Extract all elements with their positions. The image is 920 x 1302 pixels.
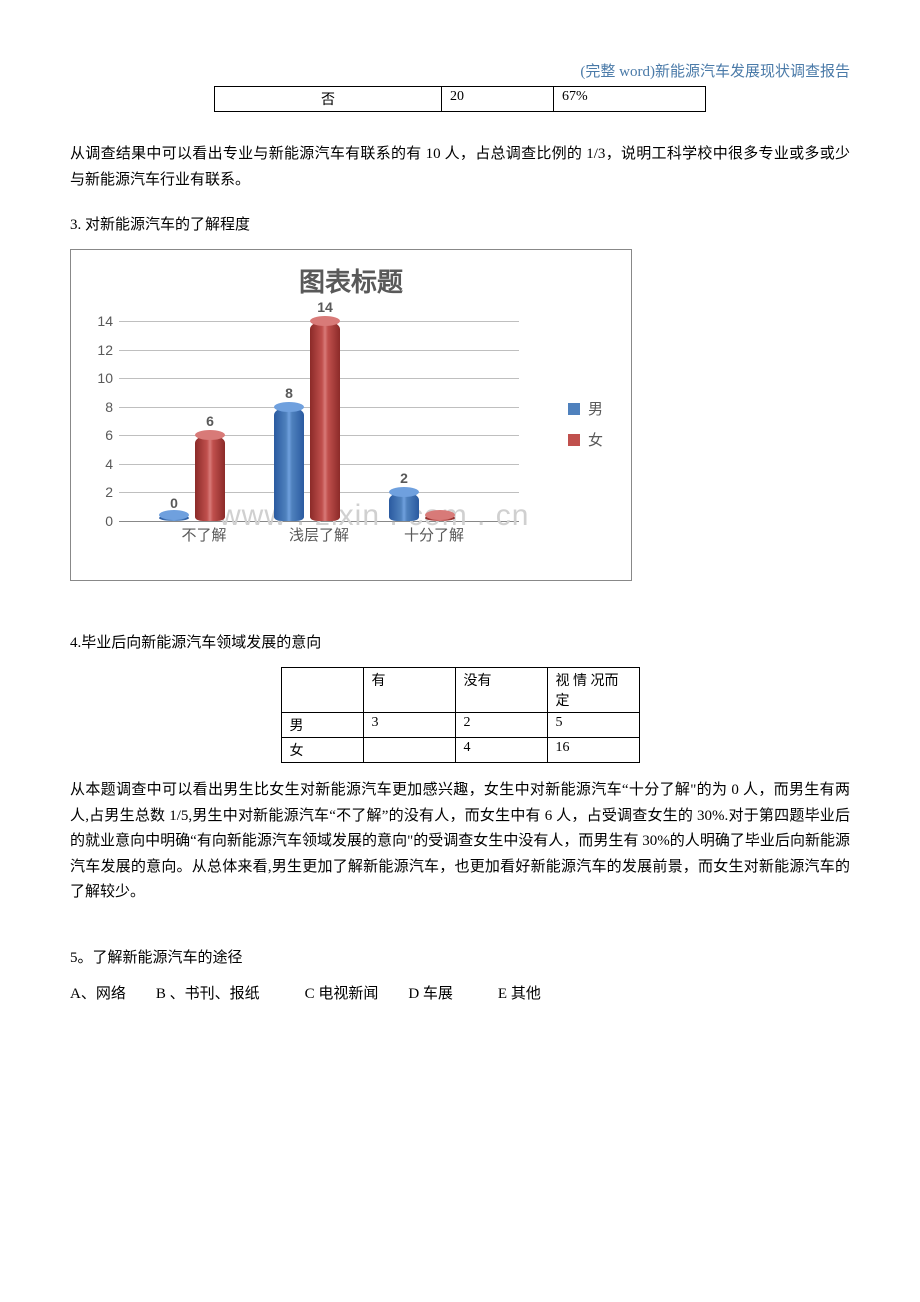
- chart-legend: 男 女: [568, 398, 603, 460]
- bar: [195, 435, 225, 521]
- document-page: (完整 word)新能源汽车发展现状调查报告 否 20 67% 从调查结果中可以…: [0, 0, 920, 1058]
- table-header-cell: 有: [363, 668, 455, 713]
- legend-swatch-male: [568, 403, 580, 415]
- legend-label-female: 女: [588, 429, 603, 450]
- bar-value-label: 2: [389, 470, 419, 486]
- options-list-5: A、网络 B 、书刊、报纸 C 电视新闻 D 车展 E 其他: [70, 982, 850, 1003]
- cell-count: 20: [442, 87, 554, 112]
- page-header: (完整 word)新能源汽车发展现状调查报告: [70, 60, 850, 81]
- paragraph-2: 从本题调查中可以看出男生比女生对新能源汽车更加感兴趣，女生中对新能源汽车“十分了…: [70, 778, 850, 906]
- y-axis-label: 6: [89, 427, 113, 443]
- section-3-title: 3. 对新能源汽车的了解程度: [70, 213, 850, 234]
- table-row: 有没有视 情 况而定: [281, 668, 639, 713]
- bar: [274, 407, 304, 521]
- y-axis-label: 14: [89, 313, 113, 329]
- top-summary-table: 否 20 67%: [214, 86, 706, 112]
- table-cell: [363, 738, 455, 763]
- table-header-cell: 没有: [455, 668, 547, 713]
- y-axis-label: 2: [89, 484, 113, 500]
- table-cell: 女: [281, 738, 363, 763]
- table-header-cell: 视 情 况而定: [547, 668, 639, 713]
- y-axis-label: 4: [89, 456, 113, 472]
- x-axis-label: 浅层了解: [264, 524, 374, 545]
- table-row: 男325: [281, 713, 639, 738]
- bar: [310, 321, 340, 521]
- bar-value-label: 8: [274, 385, 304, 401]
- y-axis-label: 12: [89, 342, 113, 358]
- table-header-cell: [281, 668, 363, 713]
- x-axis-label: 不了解: [149, 524, 259, 545]
- cell-label: 否: [215, 87, 442, 112]
- bar-value-label: 6: [195, 413, 225, 429]
- bar: [389, 492, 419, 521]
- chart-title: 图表标题: [79, 262, 623, 299]
- paragraph-1: 从调查结果中可以看出专业与新能源汽车有联系的有 10 人，占总调查比例的 1/3…: [70, 142, 850, 193]
- bar: [425, 515, 455, 521]
- table-cell: 2: [455, 713, 547, 738]
- plot-area: www . zixin . com . cn 0246810121406不了解8…: [119, 306, 519, 522]
- section-4-title: 4.毕业后向新能源汽车领域发展的意向: [70, 631, 850, 652]
- section-5-title: 5。了解新能源汽车的途径: [70, 946, 850, 967]
- table-cell: 男: [281, 713, 363, 738]
- y-axis-label: 10: [89, 370, 113, 386]
- table-cell: 3: [363, 713, 455, 738]
- table-cell: 16: [547, 738, 639, 763]
- bar: [159, 515, 189, 521]
- x-axis-label: 十分了解: [379, 524, 489, 545]
- intention-table: 有没有视 情 况而定男325女416: [281, 667, 640, 763]
- y-axis-label: 8: [89, 399, 113, 415]
- understanding-chart: 图表标题 www . zixin . com . cn 024681012140…: [70, 249, 632, 581]
- cell-percent: 67%: [554, 87, 706, 112]
- table-row: 否 20 67%: [215, 87, 706, 112]
- table-cell: 5: [547, 713, 639, 738]
- table-cell: 4: [455, 738, 547, 763]
- y-axis-label: 0: [89, 513, 113, 529]
- bar-value-label: 14: [310, 299, 340, 315]
- legend-item-male: 男: [568, 398, 603, 419]
- table-row: 女 416: [281, 738, 639, 763]
- legend-label-male: 男: [588, 398, 603, 419]
- bar-value-label: 0: [159, 495, 189, 511]
- legend-swatch-female: [568, 434, 580, 446]
- legend-item-female: 女: [568, 429, 603, 450]
